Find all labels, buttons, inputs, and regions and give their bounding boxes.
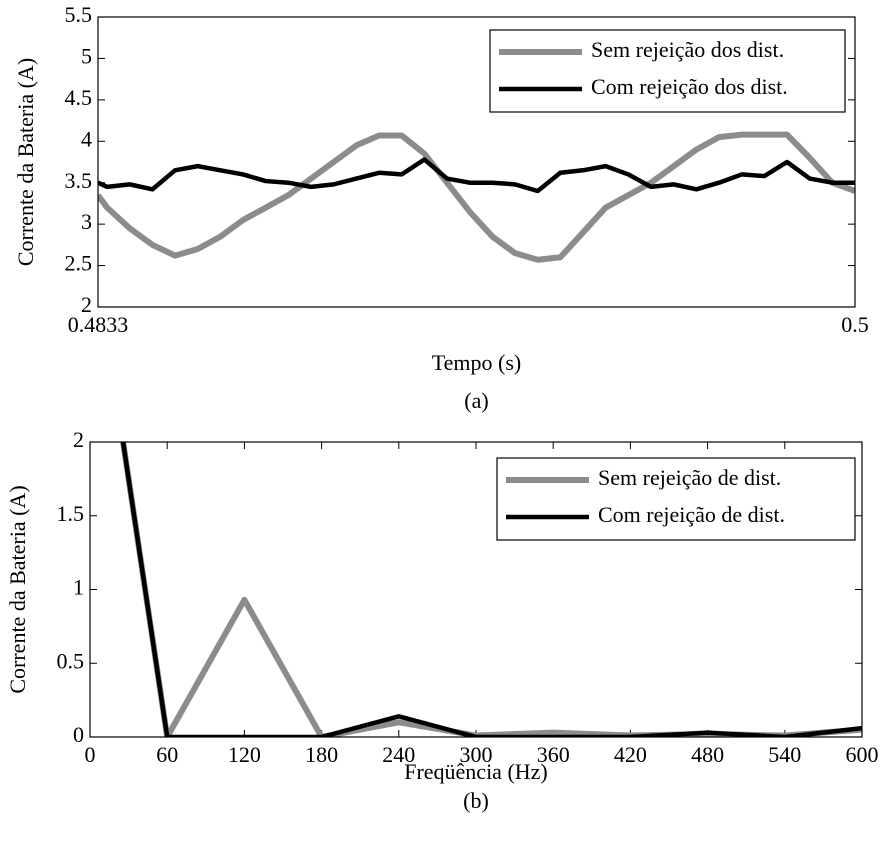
x-tick-label: 540: [768, 742, 801, 767]
x-tick-label: 120: [228, 742, 261, 767]
y-tick-label: 0.5: [57, 648, 85, 673]
legend-box: [496, 457, 856, 541]
y-tick-label: 1.5: [57, 501, 85, 526]
caption: (b): [463, 788, 489, 813]
series-line: [98, 131, 855, 263]
legend-box: [489, 29, 846, 113]
y-tick-label: 1: [73, 575, 84, 600]
y-tick-label: 2: [73, 427, 84, 452]
plot-frame: [97, 16, 856, 308]
x-tick-label: 420: [614, 742, 647, 767]
x-tick-label: 600: [846, 742, 879, 767]
series-line: [98, 157, 855, 194]
plot-frame: [89, 441, 863, 738]
series-line: [120, 442, 862, 737]
y-tick-label: 2.5: [65, 251, 93, 276]
y-axis-label: Corrente da Bateria (A): [5, 485, 30, 693]
y-tick-label: 0: [73, 722, 84, 747]
legend-label: Sem rejeição dos dist.: [591, 37, 784, 62]
x-tick-label: 0.5: [841, 312, 869, 337]
y-tick-label: 3: [81, 209, 92, 234]
x-tick-label: 300: [460, 742, 493, 767]
x-tick-label: 60: [156, 742, 178, 767]
y-tick-label: 4: [81, 126, 92, 151]
x-tick-label: 360: [537, 742, 570, 767]
y-tick-label: 5.5: [65, 2, 93, 27]
x-tick-label: 480: [691, 742, 724, 767]
legend-label: Sem rejeição de dist.: [598, 465, 781, 490]
x-axis-label: Freqüência (Hz): [404, 759, 548, 784]
x-tick-label: 0: [85, 742, 96, 767]
y-tick-label: 3.5: [65, 168, 93, 193]
y-axis-label: Corrente da Bateria (A): [13, 58, 38, 266]
legend-label: Com rejeição dos dist.: [591, 74, 788, 99]
caption: (a): [464, 388, 488, 413]
x-tick-label: 180: [305, 742, 338, 767]
x-axis-label: Tempo (s): [432, 350, 522, 375]
y-tick-label: 5: [81, 43, 92, 68]
x-tick-label: 240: [382, 742, 415, 767]
x-tick-label: 0.4833: [68, 312, 129, 337]
legend-label: Com rejeição de dist.: [598, 502, 785, 527]
y-tick-label: 4.5: [65, 85, 93, 110]
y-tick-label: 2: [81, 292, 92, 317]
